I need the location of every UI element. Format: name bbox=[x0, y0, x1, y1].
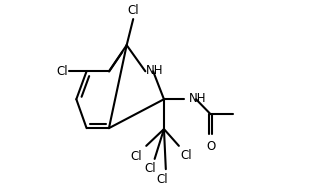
Text: Cl: Cl bbox=[156, 173, 167, 186]
Text: Cl: Cl bbox=[130, 150, 141, 163]
Text: NH: NH bbox=[146, 64, 164, 77]
Text: Cl: Cl bbox=[145, 162, 156, 175]
Text: O: O bbox=[206, 140, 215, 153]
Text: Cl: Cl bbox=[127, 4, 139, 17]
Text: NH: NH bbox=[189, 92, 207, 105]
Text: Cl: Cl bbox=[181, 149, 192, 162]
Text: Cl: Cl bbox=[56, 65, 68, 78]
